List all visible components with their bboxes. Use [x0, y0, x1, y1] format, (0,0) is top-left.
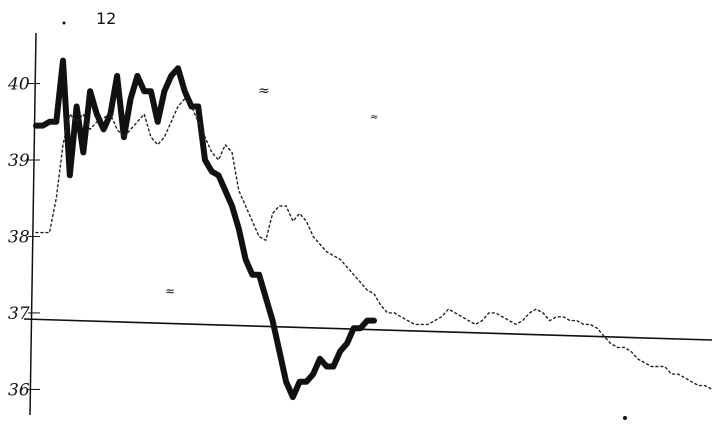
svg-text:≈: ≈ — [370, 112, 378, 123]
series-layer — [33, 57, 713, 401]
page-label: 12 — [96, 9, 116, 28]
y-tick-label: 40 — [7, 75, 30, 95]
series-line-dotted — [35, 98, 713, 391]
svg-text:≈: ≈ — [258, 83, 270, 99]
reference-line-37 — [23, 318, 713, 341]
y-tick-label: 39 — [8, 151, 30, 171]
series-line-solid — [33, 57, 377, 401]
y-tick-labels: 40 39 38 37 36 — [7, 75, 40, 400]
y-axis — [29, 32, 37, 416]
y-tick-label: 38 — [8, 227, 30, 247]
y-tick-label: 37 — [8, 304, 30, 324]
y-tick-label: 36 — [8, 380, 30, 400]
ink-smudge-decoration: ≈ ≈ ≈ — [62, 21, 627, 420]
svg-text:≈: ≈ — [165, 284, 175, 298]
